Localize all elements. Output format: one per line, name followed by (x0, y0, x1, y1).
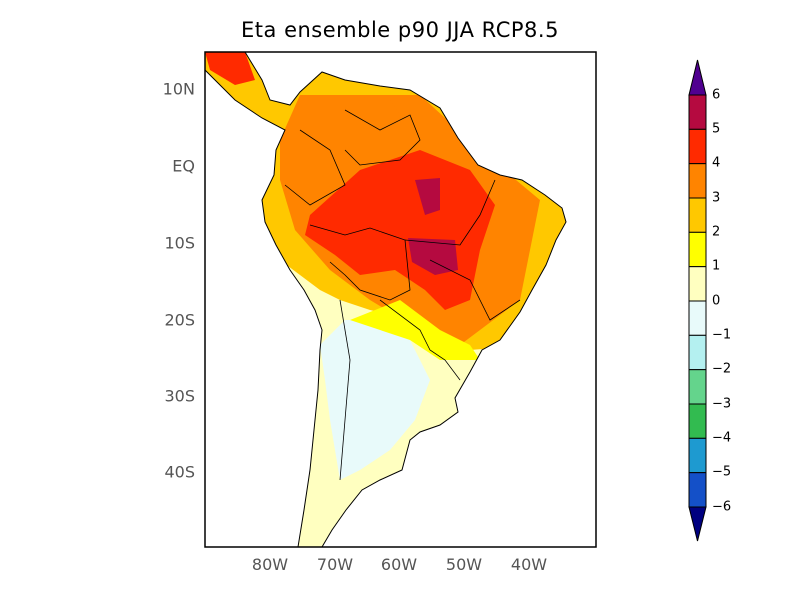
colorbar-over-triangle (688, 59, 707, 96)
colorbar-segment (688, 94, 707, 130)
colorbar-segment (688, 266, 707, 302)
lat-label-10n: 10N (162, 79, 195, 99)
colorbar-segment (688, 231, 707, 268)
map-frame (204, 51, 597, 548)
colorbar-label: −4 (712, 430, 732, 446)
colorbar-label: −3 (712, 396, 732, 412)
colorbar-label: −5 (712, 464, 732, 480)
colorbar-label: 0 (712, 293, 721, 309)
lat-label-20s: 20S (164, 310, 195, 330)
colorbar (688, 59, 707, 542)
colorbar-label: 3 (712, 190, 721, 206)
colorbar-segment (688, 128, 707, 165)
colorbar-segment (688, 437, 707, 474)
lat-label-eq: EQ (172, 156, 195, 176)
lat-label-10s: 10S (164, 233, 195, 253)
colorbar-segment (688, 403, 707, 439)
lon-label-50w: 50W (445, 555, 483, 574)
colorbar-label: 6 (712, 87, 721, 103)
country-borders (284, 109, 521, 481)
colorbar-label: −6 (712, 499, 732, 515)
colorbar-label: −2 (712, 361, 732, 377)
colorbar-label: 2 (712, 224, 721, 240)
lon-label-40w: 40W (510, 555, 548, 574)
lon-label-70w: 70W (316, 555, 354, 574)
lat-label-40s: 40S (164, 462, 195, 482)
colorbar-under-triangle (688, 506, 707, 542)
colorbar-segment (688, 197, 707, 233)
colorbar-segment (688, 300, 707, 336)
lon-label-80w: 80W (251, 555, 289, 574)
colorbar-label: 5 (712, 121, 721, 137)
colorbar-segment (688, 334, 707, 371)
coastline (205, 52, 567, 547)
map-title: Eta ensemble p90 JJA RCP8.5 (241, 18, 559, 42)
colorbar-segment (688, 472, 707, 508)
colorbar-segment (688, 163, 707, 199)
colorbar-segment (688, 369, 707, 405)
colorbar-label: 4 (712, 155, 721, 171)
lat-label-30s: 30S (164, 386, 195, 406)
colorbar-label: 1 (712, 258, 721, 274)
precipitation-field (205, 52, 566, 547)
lon-label-60w: 60W (380, 555, 418, 574)
colorbar-label: −1 (712, 327, 732, 343)
